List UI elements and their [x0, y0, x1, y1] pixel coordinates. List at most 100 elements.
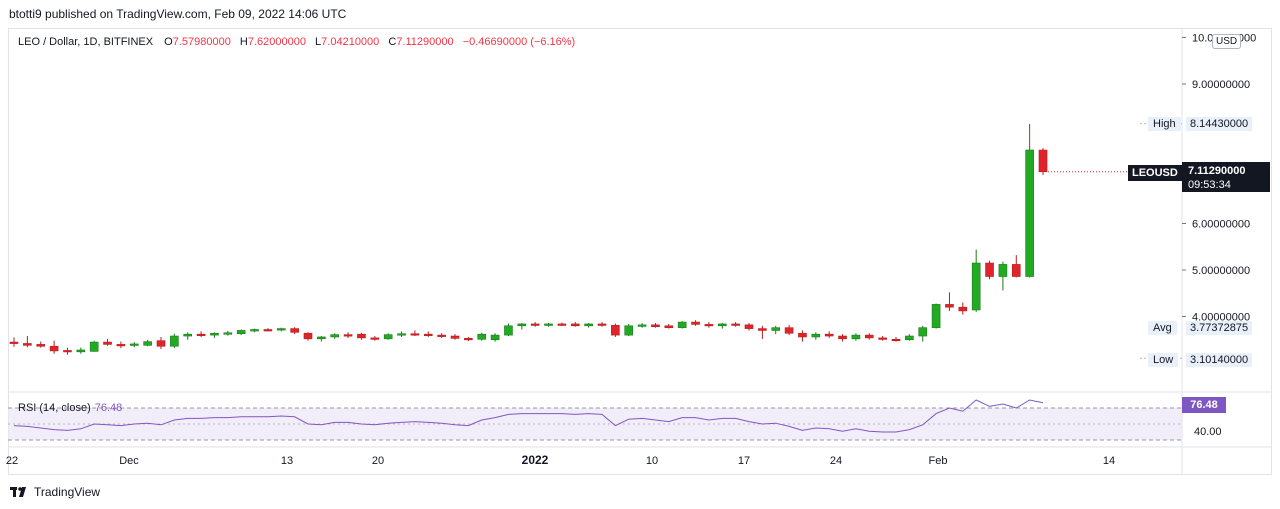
time-tick-label: 22: [6, 455, 18, 467]
candle-body: [263, 329, 273, 332]
candle-body: [731, 323, 740, 326]
candle-body: [597, 323, 607, 326]
candle-body: [570, 323, 580, 327]
candle-body: [477, 333, 487, 340]
candle-body: [23, 343, 32, 346]
candle-body: [49, 345, 59, 352]
candle-body: [303, 332, 313, 340]
candle-body: [464, 338, 473, 341]
high-marker-value: 8.14430000: [1186, 117, 1253, 131]
candle-body: [985, 262, 994, 277]
candle-body: [89, 341, 99, 352]
candle-body: [584, 323, 593, 327]
candle-body: [1011, 264, 1021, 277]
candle-body: [183, 333, 193, 337]
candle-body: [664, 325, 674, 328]
time-tick-label: 20: [372, 455, 384, 467]
chart-legend: LEO / Dollar, 1D, BITFINEX O7.57980000 H…: [18, 36, 581, 48]
time-tick-label: 2022: [522, 453, 549, 467]
candle-body: [517, 323, 527, 327]
price-tick-label: 6.00000000: [1192, 219, 1250, 231]
candle-body: [143, 341, 152, 346]
candle-body: [170, 335, 179, 347]
candle-body: [758, 328, 767, 331]
low-marker-value: 3.10140000: [1186, 353, 1253, 367]
avg-marker-label: Avg: [1148, 321, 1177, 335]
change-value: −0.46690000 (−6.16%): [462, 36, 576, 48]
candle-body: [864, 334, 874, 339]
low-marker-label: Low: [1148, 353, 1179, 367]
candle-body: [998, 264, 1008, 277]
candle-body: [1025, 149, 1034, 277]
candle-body: [423, 333, 433, 336]
time-tick-label: 17: [738, 455, 750, 467]
rsi-legend: RSI (14, close) 76.48: [18, 402, 122, 414]
candle-body: [744, 324, 754, 329]
candle-body: [771, 327, 781, 331]
candle-body: [129, 343, 139, 346]
ticker-tag: LEOUSD: [1128, 165, 1182, 181]
candle-body: [851, 334, 861, 340]
candle-body: [784, 327, 794, 334]
last-price-box: 7.11290000 09:53:34: [1182, 162, 1270, 192]
symbol-label: LEO / Dollar, 1D, BITFINEX: [18, 36, 154, 48]
rsi-legend-value: 76.48: [94, 402, 123, 414]
time-tick-label: 10: [646, 455, 658, 467]
currency-button[interactable]: USD: [1212, 34, 1242, 49]
candle-body: [651, 324, 660, 328]
candle-body: [437, 334, 446, 337]
candle-body: [76, 349, 86, 353]
candle-body: [677, 321, 687, 328]
candle-body: [410, 333, 420, 336]
candle-body: [691, 321, 700, 325]
candle-body: [637, 324, 647, 327]
price-tick-label: 4.00000000: [1192, 312, 1250, 324]
candle-body: [330, 334, 340, 338]
candle-body: [116, 344, 126, 347]
open-value: 7.57980000: [172, 36, 231, 48]
candle-body: [717, 323, 727, 327]
candle-body: [811, 333, 821, 338]
candle-body: [383, 334, 393, 340]
candle-body: [544, 323, 553, 326]
avg-marker-value: 3.77372875: [1186, 321, 1253, 335]
candle-body: [210, 332, 219, 336]
candle-body: [838, 335, 847, 340]
high-label: H: [239, 36, 248, 48]
candle-body: [918, 327, 928, 337]
candle-body: [891, 338, 901, 342]
low-label: L: [315, 36, 322, 48]
candle-body: [530, 323, 540, 326]
candle-body: [1038, 149, 1048, 173]
close-label: C: [388, 36, 397, 48]
tradingview-logo-text: TradingView: [34, 485, 101, 499]
candle-body: [905, 335, 914, 341]
rsi-line: [13, 399, 1044, 433]
candle-body: [276, 328, 286, 331]
rsi-level-label: 40.00: [1194, 426, 1222, 438]
tradingview-logo[interactable]: TradingView: [10, 485, 100, 499]
bar-countdown: 09:53:34: [1188, 179, 1231, 191]
candle-body: [397, 333, 406, 336]
high-value: 7.62000000: [247, 36, 306, 48]
rsi-label: RSI (14, close): [18, 402, 91, 414]
candle-body: [357, 333, 366, 339]
candle-body: [290, 328, 299, 333]
candle-body: [878, 337, 887, 340]
candle-body: [557, 323, 567, 326]
rsi-value-tag: 76.48: [1182, 397, 1226, 413]
candle-body: [156, 340, 166, 347]
open-label: O: [164, 36, 173, 48]
tradingview-logo-icon: [10, 487, 26, 497]
candle-body: [931, 304, 941, 328]
low-value: 7.04210000: [321, 36, 380, 48]
last-price: 7.11290000: [1188, 165, 1246, 177]
candle-body: [611, 325, 620, 336]
candle-body: [250, 329, 259, 332]
price-tick-label: 9.00000000: [1192, 79, 1250, 91]
candle-body: [490, 334, 500, 341]
candle-body: [223, 332, 233, 335]
candle-body: [704, 324, 714, 327]
candle-body: [971, 262, 981, 311]
